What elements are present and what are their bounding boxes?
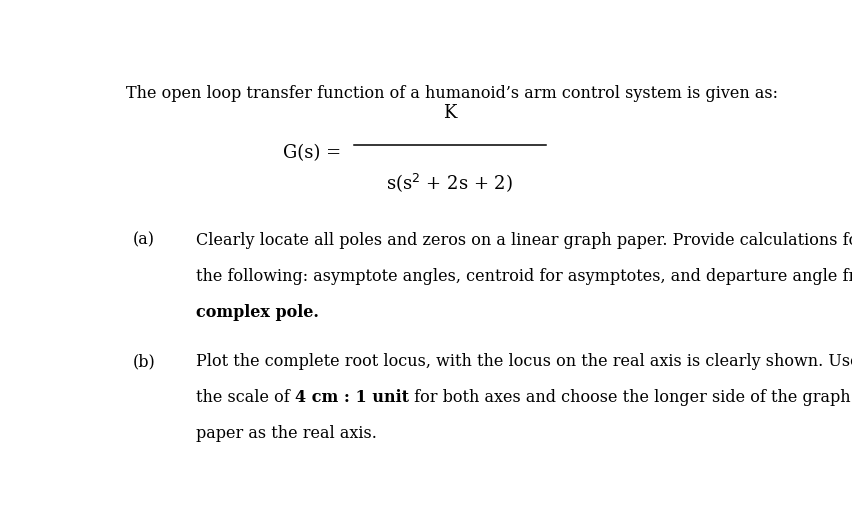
Text: 4 cm : 1 unit: 4 cm : 1 unit: [295, 389, 408, 406]
Text: K: K: [443, 104, 457, 122]
Text: (a): (a): [133, 232, 155, 248]
Text: the scale of: the scale of: [196, 389, 295, 406]
Text: paper as the real axis.: paper as the real axis.: [196, 425, 377, 442]
Text: Plot the complete root locus, with the locus on the real axis is clearly shown. : Plot the complete root locus, with the l…: [196, 353, 852, 370]
Text: complex pole.: complex pole.: [196, 304, 319, 321]
Text: the following: asymptote angles, centroid for asymptotes, and departure angle fr: the following: asymptote angles, centroi…: [196, 268, 852, 285]
Text: for both axes and choose the longer side of the graph: for both axes and choose the longer side…: [408, 389, 850, 406]
Text: G(s) =: G(s) =: [283, 144, 341, 162]
Text: s(s$^2$ + 2s + 2): s(s$^2$ + 2s + 2): [386, 171, 514, 194]
Text: (b): (b): [133, 353, 156, 370]
Text: Clearly locate all poles and zeros on a linear graph paper. Provide calculations: Clearly locate all poles and zeros on a …: [196, 232, 852, 248]
Text: The open loop transfer function of a humanoid’s arm control system is given as:: The open loop transfer function of a hum…: [126, 84, 779, 102]
